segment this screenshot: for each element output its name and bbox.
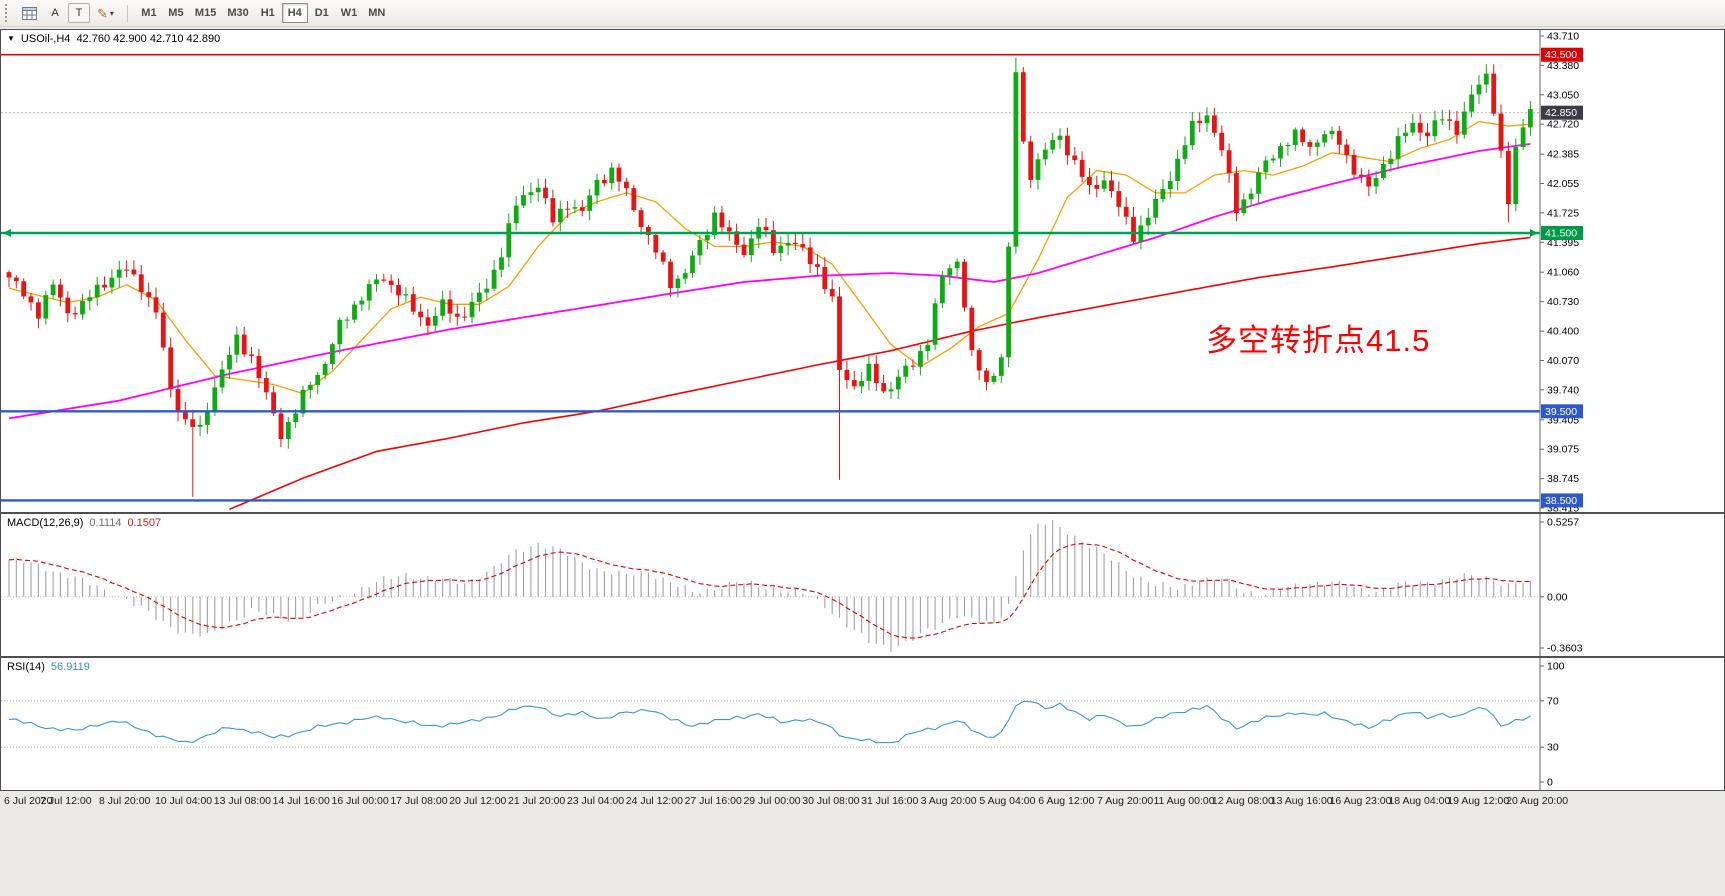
chart-grid-button[interactable] <box>17 3 42 23</box>
timeframe-button-h1[interactable]: H1 <box>260 7 275 19</box>
time-label: 21 Jul 20:00 <box>508 795 566 807</box>
svg-text:39.075: 39.075 <box>1547 444 1579 456</box>
time-label: 16 Jul 00:00 <box>331 795 389 807</box>
time-label: 19 Aug 12:00 <box>1447 795 1510 807</box>
time-label: 29 Jul 00:00 <box>743 795 801 807</box>
time-label: 14 Jul 16:00 <box>272 795 330 807</box>
time-label: 24 Jul 12:00 <box>625 795 683 807</box>
rsi-label: RSI(14) <box>7 661 45 673</box>
svg-text:30: 30 <box>1547 742 1559 754</box>
main-chart-canvas: 43.710 43.380 43.050 42.720 42.385 42.055 41.7… <box>1 30 1583 512</box>
timeframe-button-m30[interactable]: M30 <box>227 7 249 19</box>
toolbar: A T ✎ ▾ M1 M5 M15 M30 H1 H4 D1 W1 MN <box>0 0 1725 27</box>
rsi-header: RSI(14) 56.9119 <box>7 661 90 673</box>
timeframe-button-d1[interactable]: D1 <box>314 7 329 19</box>
toolbar-drag-handle[interactable] <box>5 4 11 22</box>
svg-text:43.500: 43.500 <box>1545 49 1577 61</box>
time-label: 6 Jul 2020 <box>4 795 53 807</box>
timeframe-button-m5[interactable]: M5 <box>168 7 184 19</box>
macd-signal-value: 0.1507 <box>127 517 162 529</box>
text-tool-button[interactable]: T <box>68 3 90 23</box>
macd-main-value: 0.1114 <box>89 517 122 529</box>
svg-text:42.055: 42.055 <box>1547 178 1579 190</box>
time-label: 20 Jul 12:00 <box>449 795 507 807</box>
chart-menu-icon[interactable]: ▼ <box>7 34 15 43</box>
time-label: 18 Aug 04:00 <box>1388 795 1451 807</box>
svg-text:0.00: 0.00 <box>1547 591 1568 603</box>
time-axis[interactable]: 6 Jul 2020 7 Jul 12:00 8 Jul 20:00 10 Jul 0… <box>1 793 1724 813</box>
annotation-text: 多空转折点41.5 <box>1206 323 1431 358</box>
pencil-icon: ✎ <box>97 5 108 21</box>
time-label: 27 Jul 16:00 <box>684 795 742 807</box>
time-label: 7 Aug 20:00 <box>1097 795 1154 807</box>
timeframe-button-m1[interactable]: M1 <box>141 7 157 19</box>
timeframe-button-h4[interactable]: H4 <box>281 3 308 23</box>
timeframe-button-mn[interactable]: MN <box>368 7 386 19</box>
svg-text:0.5257: 0.5257 <box>1547 517 1579 529</box>
symbol-period-label: USOil-,H4 <box>20 33 71 45</box>
time-label: 17 Jul 08:00 <box>390 795 448 807</box>
grid-icon <box>22 6 37 20</box>
timeframe-button-w1[interactable]: W1 <box>340 7 358 19</box>
svg-text:40.400: 40.400 <box>1547 326 1579 338</box>
rsi-canvas: 100 70 30 0 <box>1 658 1565 790</box>
time-label: 13 Aug 16:00 <box>1270 795 1333 807</box>
text-tool-label: T <box>75 7 83 19</box>
svg-text:39.500: 39.500 <box>1545 406 1577 418</box>
svg-text:42.720: 42.720 <box>1547 119 1579 131</box>
timeframe-buttons: M1 M5 M15 M30 H1 H4 D1 W1 MN <box>136 3 390 23</box>
time-label: 3 Aug 20:00 <box>920 795 977 807</box>
macd-panel[interactable]: 0.5257 0.00 -0.3603 MACD(12,26,9) 0.1114 0… <box>0 513 1725 657</box>
svg-text:38.500: 38.500 <box>1545 495 1577 507</box>
time-label: 20 Aug 20:00 <box>1506 795 1569 807</box>
svg-text:40.070: 40.070 <box>1547 355 1579 367</box>
svg-text:-0.3603: -0.3603 <box>1547 643 1583 655</box>
macd-label: MACD(12,26,9) <box>7 517 84 529</box>
svg-text:100: 100 <box>1547 661 1565 673</box>
time-label: 30 Jul 08:00 <box>802 795 860 807</box>
svg-text:41.060: 41.060 <box>1547 267 1579 279</box>
main-chart-panel[interactable]: 43.710 43.380 43.050 42.720 42.385 42.055 41.7… <box>0 29 1725 513</box>
svg-text:43.050: 43.050 <box>1547 89 1579 101</box>
chart-window: 43.710 43.380 43.050 42.720 42.385 42.055 41.7… <box>0 29 1725 813</box>
svg-text:0: 0 <box>1547 777 1553 789</box>
time-label: 23 Jul 04:00 <box>566 795 625 807</box>
cursor-mode-label: A <box>51 7 59 19</box>
rsi-value: 56.9119 <box>50 661 90 673</box>
svg-text:41.500: 41.500 <box>1545 228 1577 240</box>
rsi-panel[interactable]: 100 70 30 0 RSI(14) 56.9119 <box>0 657 1725 791</box>
cursor-mode-button[interactable]: A <box>44 3 66 23</box>
time-label: 6 Aug 12:00 <box>1038 795 1095 807</box>
drawing-tools-button[interactable]: ✎ ▾ <box>92 3 119 23</box>
caret-down-icon: ▾ <box>109 8 114 18</box>
time-label: 12 Aug 08:00 <box>1211 795 1274 807</box>
svg-text:43.710: 43.710 <box>1547 31 1579 43</box>
ohlc-label: 42.760 42.900 42.710 42.890 <box>76 33 221 45</box>
chart-header: ▼ USOil-,H4 42.760 42.900 42.710 42.890 <box>7 33 220 45</box>
macd-canvas: 0.5257 0.00 -0.3603 <box>1 514 1583 656</box>
time-label: 5 Aug 04:00 <box>979 795 1036 807</box>
svg-text:41.725: 41.725 <box>1547 207 1579 219</box>
svg-text:42.385: 42.385 <box>1547 149 1579 161</box>
time-label: 10 Jul 04:00 <box>154 795 213 807</box>
toolbar-separator <box>126 4 128 22</box>
svg-text:42.850: 42.850 <box>1545 107 1577 119</box>
time-label: 8 Jul 20:00 <box>99 795 151 807</box>
time-label: 31 Jul 16:00 <box>861 795 919 807</box>
svg-text:40.730: 40.730 <box>1547 296 1579 308</box>
svg-text:39.740: 39.740 <box>1547 384 1579 396</box>
time-label: 16 Aug 23:00 <box>1329 795 1392 807</box>
svg-text:43.380: 43.380 <box>1547 60 1579 72</box>
svg-text:70: 70 <box>1547 695 1559 707</box>
svg-text:38.745: 38.745 <box>1547 473 1579 485</box>
time-label: 7 Jul 12:00 <box>40 795 92 807</box>
time-label: 13 Jul 08:00 <box>213 795 271 807</box>
time-label: 11 Aug 00:00 <box>1153 795 1215 807</box>
macd-header: MACD(12,26,9) 0.1114 0.1507 <box>7 517 161 529</box>
timeframe-button-m15[interactable]: M15 <box>194 7 217 19</box>
